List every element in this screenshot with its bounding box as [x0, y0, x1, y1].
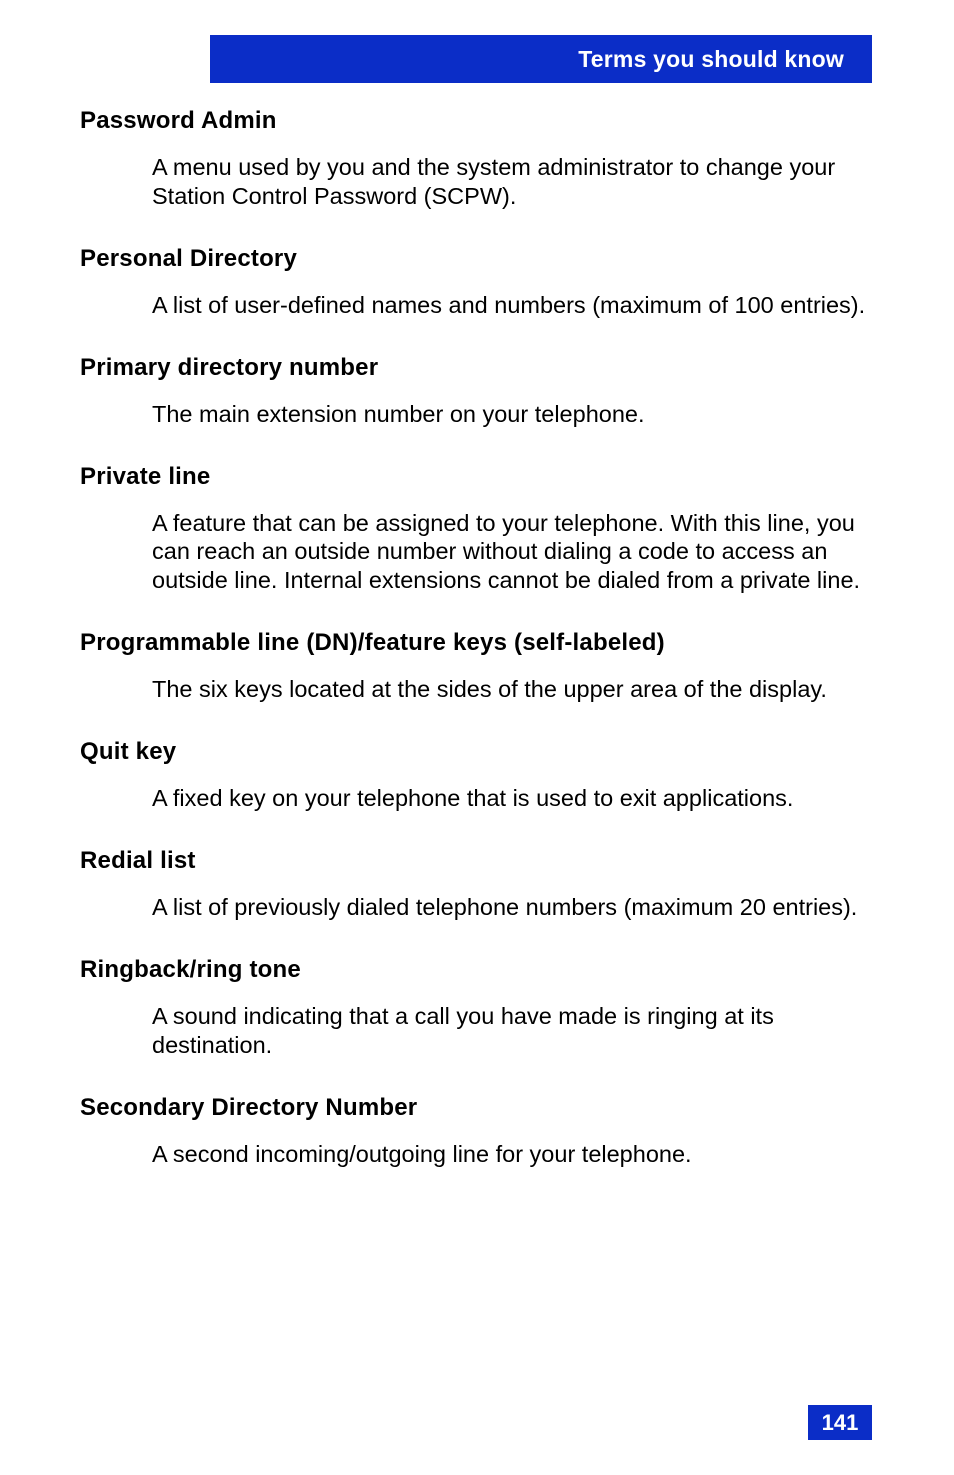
glossary-entry: Primary directory number The main extens…: [80, 354, 872, 429]
glossary-term: Ringback/ring tone: [80, 956, 872, 984]
glossary-term: Primary directory number: [80, 354, 872, 382]
page-number-box: 141: [808, 1405, 872, 1440]
glossary-term: Quit key: [80, 738, 872, 766]
page-header-title: Terms you should know: [578, 46, 844, 73]
glossary-entry: Personal Directory A list of user-define…: [80, 245, 872, 320]
glossary-term: Programmable line (DN)/feature keys (sel…: [80, 629, 872, 657]
glossary-entry: Private line A feature that can be assig…: [80, 463, 872, 596]
glossary-definition: A menu used by you and the system admini…: [152, 153, 872, 211]
glossary-term: Password Admin: [80, 107, 872, 135]
page-number: 141: [822, 1410, 859, 1436]
glossary-definition: A list of previously dialed telephone nu…: [152, 893, 872, 922]
glossary-definition: A sound indicating that a call you have …: [152, 1002, 872, 1060]
page-header-band: Terms you should know: [210, 35, 872, 83]
glossary-content: Password Admin A menu used by you and th…: [80, 107, 872, 1203]
glossary-definition: The six keys located at the sides of the…: [152, 675, 872, 704]
glossary-entry: Programmable line (DN)/feature keys (sel…: [80, 629, 872, 704]
glossary-entry: Quit key A fixed key on your telephone t…: [80, 738, 872, 813]
glossary-term: Secondary Directory Number: [80, 1094, 872, 1122]
glossary-definition: A second incoming/outgoing line for your…: [152, 1140, 872, 1169]
glossary-definition: A feature that can be assigned to your t…: [152, 509, 872, 596]
glossary-term: Private line: [80, 463, 872, 491]
glossary-term: Redial list: [80, 847, 872, 875]
glossary-entry: Secondary Directory Number A second inco…: [80, 1094, 872, 1169]
glossary-term: Personal Directory: [80, 245, 872, 273]
glossary-entry: Redial list A list of previously dialed …: [80, 847, 872, 922]
glossary-entry: Ringback/ring tone A sound indicating th…: [80, 956, 872, 1060]
glossary-definition: A list of user-defined names and numbers…: [152, 291, 872, 320]
glossary-entry: Password Admin A menu used by you and th…: [80, 107, 872, 211]
glossary-definition: A fixed key on your telephone that is us…: [152, 784, 872, 813]
glossary-definition: The main extension number on your teleph…: [152, 400, 872, 429]
